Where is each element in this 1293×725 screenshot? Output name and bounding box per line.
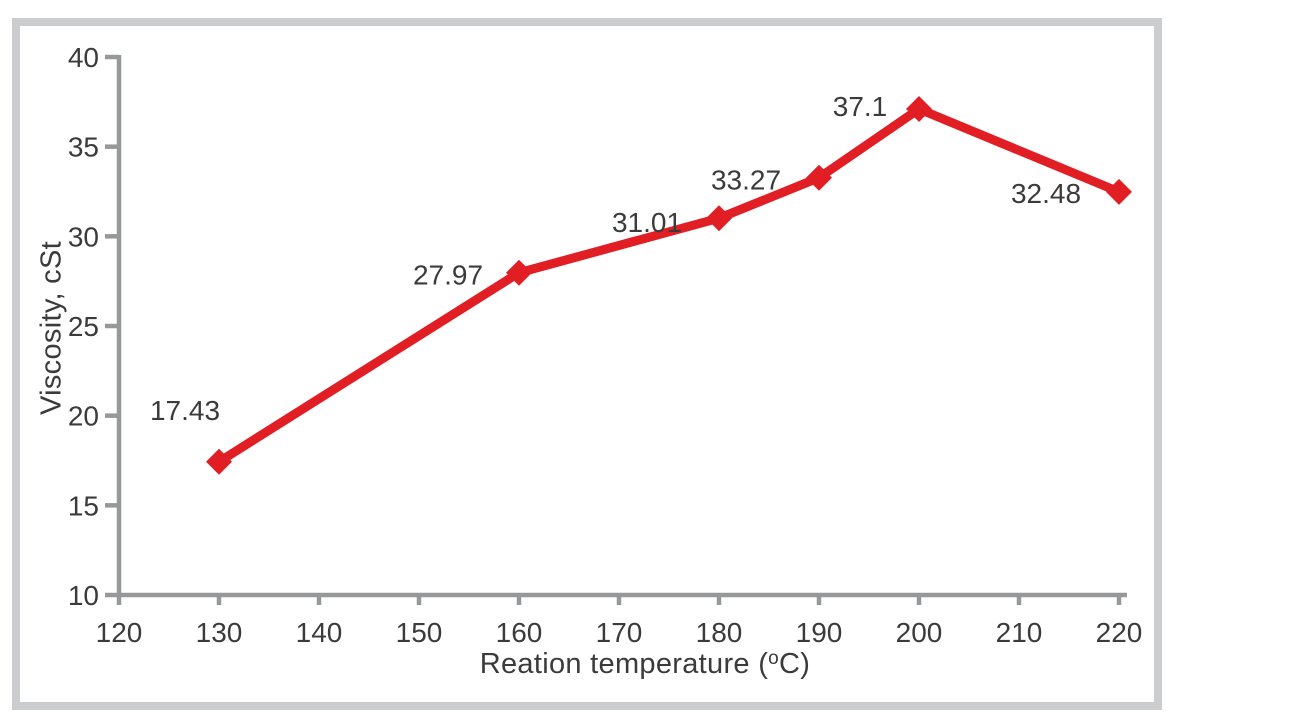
data-point-label: 37.1 <box>833 91 888 122</box>
x-tick-label: 220 <box>1096 617 1143 648</box>
data-point-label: 31.01 <box>612 207 682 238</box>
x-axis-title-superscript: o <box>768 648 780 669</box>
y-tick-label: 15 <box>68 490 99 521</box>
x-tick-label: 120 <box>96 617 143 648</box>
x-tick-label: 190 <box>796 617 843 648</box>
y-tick-label: 30 <box>68 221 99 252</box>
y-tick-label: 25 <box>68 311 99 342</box>
y-tick-label: 10 <box>68 580 99 611</box>
data-point-label: 17.43 <box>150 395 220 426</box>
y-tick-label: 20 <box>68 401 99 432</box>
x-tick-label: 130 <box>196 617 243 648</box>
x-tick-label: 160 <box>496 617 543 648</box>
y-tick-label: 40 <box>68 42 99 73</box>
y-tick-label: 35 <box>68 132 99 163</box>
data-point-marker <box>506 259 532 286</box>
y-axis-title: Viscosity, cSt <box>35 241 68 415</box>
x-tick-label: 210 <box>996 617 1043 648</box>
data-point-label: 27.97 <box>413 260 483 291</box>
x-axis-title: Reation temperature (oC) <box>145 648 1145 681</box>
data-point-label: 32.48 <box>1011 178 1081 209</box>
data-point-marker <box>706 205 732 232</box>
x-tick-label: 180 <box>696 617 743 648</box>
x-axis-title-text: Reation temperature ( <box>479 648 769 680</box>
data-point-marker <box>1106 178 1132 205</box>
x-tick-label: 200 <box>896 617 943 648</box>
x-tick-label: 170 <box>596 617 643 648</box>
data-point-marker <box>906 96 932 123</box>
series-line <box>214 104 1124 467</box>
data-point-label: 33.27 <box>711 165 781 196</box>
x-tick-label: 150 <box>396 617 443 648</box>
x-tick-label: 140 <box>296 617 343 648</box>
data-point-marker <box>806 164 832 191</box>
data-point-marker <box>206 448 232 475</box>
x-axis-title-unit: C) <box>779 648 811 680</box>
